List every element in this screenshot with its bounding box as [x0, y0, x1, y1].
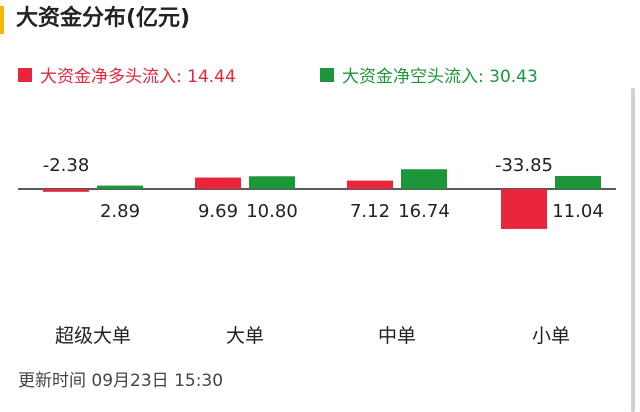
value-label-short-0: 2.89 — [100, 201, 140, 222]
value-label-short-3: 11.04 — [552, 201, 604, 222]
legend-label-short: 大资金净空头流入: 30.43 — [342, 67, 538, 87]
bar-long-1 — [195, 177, 241, 189]
category-label-3: 小单 — [532, 325, 570, 347]
category-label-1: 大单 — [226, 325, 264, 347]
value-label-long-3: -33.85 — [495, 155, 553, 176]
bar-long-2 — [347, 180, 393, 189]
title-accent-bar — [0, 6, 4, 34]
bar-long-3 — [501, 189, 547, 229]
chart-title: 大资金分布(亿元) — [16, 6, 191, 31]
legend-label-long: 大资金净多头流入: 14.44 — [40, 67, 236, 87]
value-label-short-2: 16.74 — [398, 201, 450, 222]
update-time: 更新时间 09月23日 15:30 — [18, 371, 224, 391]
bar-short-3 — [555, 175, 601, 189]
value-label-long-2: 7.12 — [350, 201, 390, 222]
value-label-long-0: -2.38 — [43, 155, 90, 176]
category-label-2: 中单 — [378, 325, 416, 347]
bar-long-0 — [43, 189, 89, 192]
scrollbar[interactable] — [631, 88, 635, 412]
bar-short-0 — [97, 185, 143, 189]
value-label-long-1: 9.69 — [198, 201, 238, 222]
bar-short-2 — [401, 169, 447, 189]
legend-item-short: 大资金净空头流入: 30.43 — [320, 62, 538, 87]
category-label-0: 超级大单 — [55, 325, 131, 347]
bar-short-1 — [249, 176, 295, 189]
bar-chart: -2.38 9.69 7.12 -33.85 2.89 10.80 16.74 11.04 超级… — [18, 155, 616, 347]
legend-swatch-long — [18, 67, 32, 82]
legend-item-long: 大资金净多头流入: 14.44 — [18, 62, 236, 87]
value-label-short-1: 10.80 — [246, 201, 298, 222]
legend-swatch-short — [320, 67, 334, 82]
